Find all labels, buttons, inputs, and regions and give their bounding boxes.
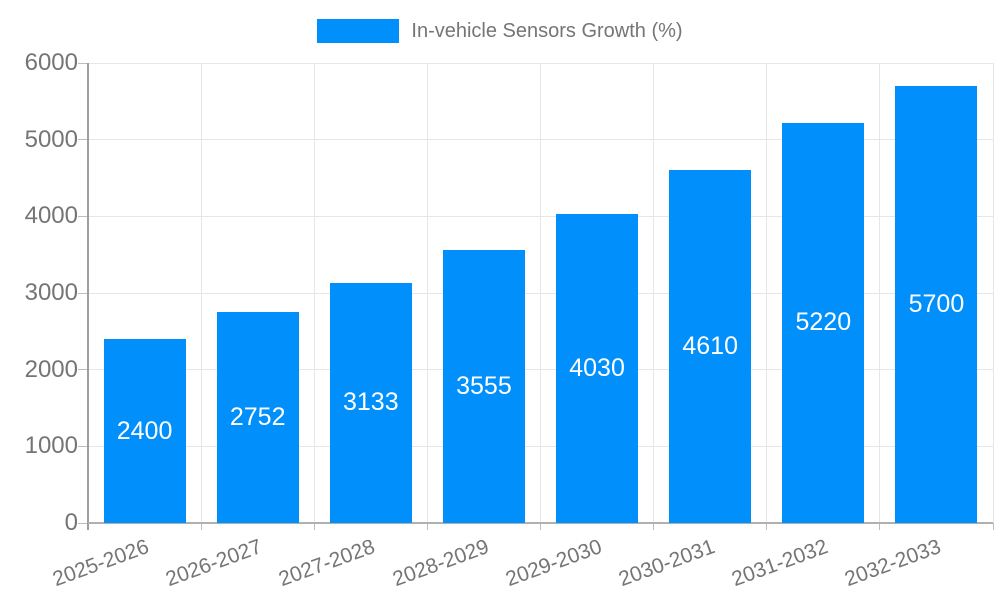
y-axis-tick — [78, 292, 88, 294]
x-axis-category-label: 2025-2026 — [49, 535, 153, 592]
bar: 5700 — [895, 86, 978, 523]
bar: 3133 — [329, 282, 412, 523]
bar: 4610 — [669, 169, 752, 523]
x-gridline — [766, 63, 768, 523]
bar: 2752 — [216, 312, 299, 523]
x-gridline — [879, 63, 881, 523]
legend-swatch — [317, 19, 400, 43]
y-axis-tick — [78, 445, 88, 447]
y-axis-tick — [78, 62, 88, 64]
x-gridline — [313, 63, 315, 523]
legend-item[interactable]: In-vehicle Sensors Growth (%) — [0, 19, 1000, 43]
x-axis-category-label: 2027-2028 — [276, 535, 379, 592]
bar-value-label: 2752 — [229, 402, 286, 431]
x-axis-tick — [653, 523, 655, 530]
y-axis-tick — [78, 522, 88, 524]
x-axis-category-label: 2032-2033 — [841, 535, 944, 592]
y-axis-tick-label: 5000 — [24, 125, 78, 153]
y-axis-tick — [78, 139, 88, 141]
legend-label: In-vehicle Sensors Growth (%) — [411, 19, 683, 42]
x-gridline — [653, 63, 655, 523]
bar: 4030 — [556, 214, 639, 523]
x-axis-category-label: 2029-2030 — [502, 535, 605, 592]
bar-value-label: 5220 — [795, 308, 852, 337]
x-gridline — [992, 63, 994, 523]
bar: 3555 — [442, 250, 525, 523]
y-axis-tick-label: 3000 — [24, 279, 78, 306]
x-axis-tick — [313, 523, 315, 530]
x-axis-tick — [200, 523, 202, 530]
x-gridline — [426, 63, 428, 523]
bar-value-label: 5700 — [908, 290, 965, 318]
x-axis-tick — [766, 523, 768, 530]
x-axis-line — [88, 522, 993, 524]
bar-value-label: 2400 — [116, 416, 173, 445]
y-axis-tick — [78, 215, 88, 217]
y-axis-tick-label: 6000 — [24, 49, 78, 76]
x-gridline — [540, 63, 541, 523]
bar: 5220 — [782, 122, 865, 523]
y-axis-tick-label: 1000 — [24, 432, 78, 460]
y-axis-tick-label: 0 — [64, 509, 78, 536]
y-axis-line — [87, 63, 89, 530]
x-axis-tick — [540, 523, 541, 530]
x-gridline — [200, 63, 202, 523]
x-axis-category-label: 2026-2027 — [162, 535, 266, 592]
bar-value-label: 4030 — [569, 354, 625, 382]
x-axis-category-label: 2031-2032 — [728, 535, 831, 592]
bar-value-label: 4610 — [682, 331, 738, 360]
x-axis-category-label: 2030-2031 — [615, 535, 718, 592]
bar-value-label: 3133 — [343, 388, 399, 417]
bar-value-label: 3555 — [456, 372, 512, 401]
x-axis-category-label: 2028-2029 — [389, 535, 492, 592]
y-axis-tick-label: 2000 — [24, 355, 78, 383]
x-axis-tick — [426, 523, 428, 530]
y-axis-tick-label: 4000 — [24, 202, 78, 230]
y-axis-tick — [78, 369, 88, 371]
x-axis-tick — [992, 523, 994, 530]
bar: 2400 — [103, 339, 186, 523]
x-axis-tick — [879, 523, 881, 530]
